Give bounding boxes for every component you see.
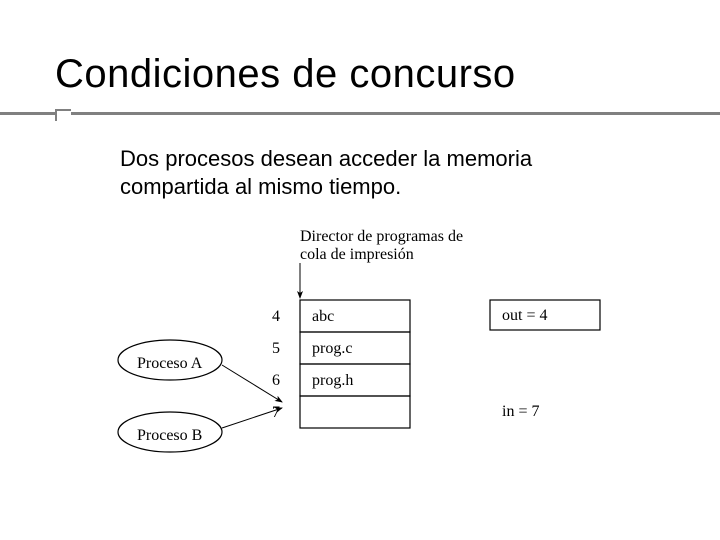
process-b-label: Proceso B xyxy=(137,427,202,445)
out-label: out = 4 xyxy=(502,307,547,325)
queue-cell xyxy=(300,396,410,428)
diagram-svg xyxy=(0,0,720,540)
process-a-label: Proceso A xyxy=(137,355,202,373)
in-label: in = 7 xyxy=(502,403,539,421)
queue-cell-text: abc xyxy=(312,308,334,326)
spooler-label: Director de programas de cola de impresi… xyxy=(300,228,463,265)
queue-index: 7 xyxy=(272,404,280,422)
queue-index: 6 xyxy=(272,372,280,390)
queue-cell-text: prog.c xyxy=(312,340,352,358)
slide: Condiciones de concurso Dos procesos des… xyxy=(0,0,720,540)
queue-index: 4 xyxy=(272,308,280,326)
queue-cell-text: prog.h xyxy=(312,372,353,390)
queue-index: 5 xyxy=(272,340,280,358)
